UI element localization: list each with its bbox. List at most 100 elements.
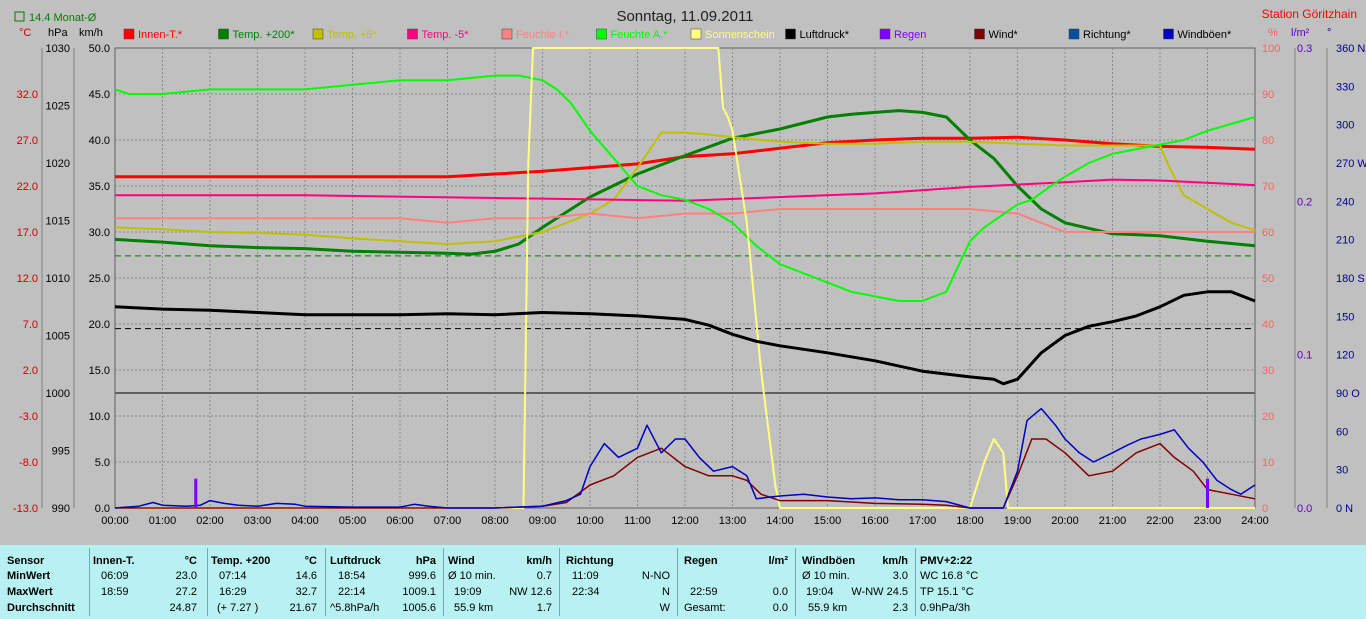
rain-max-time: 22:59 <box>690 586 718 598</box>
legend-label: Windböen* <box>1178 29 1233 41</box>
wind-avg-value: 1.7 <box>536 602 552 614</box>
wind_kmh-tick-label: 10.0 <box>89 411 110 423</box>
direction-avg-value: W <box>659 602 670 614</box>
series-sonnenschein <box>115 47 1255 509</box>
x-tick-label: 22:00 <box>1146 515 1174 527</box>
legend-label: Innen-T.* <box>138 29 183 41</box>
rain-header: Regen <box>684 555 718 567</box>
wind-max-value: NW 12.6 <box>509 586 552 598</box>
unit-wind: km/h <box>79 27 103 39</box>
x-tick-label: 10:00 <box>576 515 604 527</box>
temp_c-tick-label: -13.0 <box>13 503 38 515</box>
stats-panel: Sensor MinWert MaxWert Durchschnitt Inne… <box>0 545 1366 619</box>
temp_c-tick-label: 22.0 <box>17 181 38 193</box>
weather-chart: 00:00 01:00 02:00 03:00 04:00 05:00 06:00 07:00… <box>12 7 1366 527</box>
pressure-min-time: 18:54 <box>338 570 366 582</box>
series-feuchte-i <box>115 208 1255 233</box>
innen-avg-value: 24.87 <box>169 602 197 614</box>
legend-swatch <box>596 28 607 40</box>
data-series <box>114 47 1256 509</box>
direction_deg-tick-label: 210 <box>1336 235 1354 247</box>
pressure_hpa-tick-label: 990 <box>52 503 70 515</box>
legend-swatch <box>218 28 229 40</box>
temp200-max-value: 32.7 <box>295 586 317 598</box>
legend-swatch <box>407 28 418 40</box>
x-tick-label: 09:00 <box>529 515 557 527</box>
gusts-avg-value: 2.3 <box>892 602 908 614</box>
wind-min-label: Ø 10 min. <box>448 570 496 582</box>
pressure_hpa-tick-label: 1005 <box>46 331 70 343</box>
wind-unit: km/h <box>526 555 552 567</box>
gusts-max-value: W-NW 24.5 <box>851 586 908 598</box>
wind_kmh-tick-label: 40.0 <box>89 135 110 147</box>
gusts-max-time: 19:04 <box>806 586 834 598</box>
direction_deg-tick-label: 270 W <box>1336 158 1366 170</box>
legend-label: Feuchte A.* <box>611 29 669 41</box>
x-tick-label: 13:00 <box>719 515 747 527</box>
series-windb-en <box>114 407 1256 509</box>
x-tick-label: 12:00 <box>671 515 699 527</box>
direction_deg-tick-label: 150 <box>1336 311 1354 323</box>
x-tick-label: 20:00 <box>1051 515 1079 527</box>
innen-header: Innen-T. <box>93 555 135 567</box>
pressure-unit: hPa <box>415 555 436 567</box>
station-name: Station Göritzhain <box>1262 7 1357 21</box>
x-tick-label: 08:00 <box>481 515 509 527</box>
direction-min-value: N-NO <box>641 570 670 582</box>
legend-label: Temp. -5* <box>422 29 470 41</box>
series-temp-5 <box>115 178 1256 202</box>
pmv-line-3: 0.9hPa/3h <box>920 602 971 614</box>
direction_deg-tick-label: 330 <box>1336 81 1354 93</box>
wind_kmh-tick-label: 35.0 <box>89 181 110 193</box>
wind_kmh-tick-label: 45.0 <box>89 89 110 101</box>
direction_deg-tick-label: 240 <box>1336 196 1354 208</box>
gusts-avg-label: 55.9 km <box>808 602 848 614</box>
wind-header: Wind <box>448 555 475 567</box>
pressure_hpa-tick-label: 1025 <box>46 101 70 113</box>
temp200-avg-label: (+ 7.27 ) <box>217 602 259 614</box>
innen-min-time: 06:09 <box>101 570 129 582</box>
innen-unit: °C <box>184 555 197 567</box>
rain-unit: l/m² <box>768 555 788 567</box>
x-tick-label: 06:00 <box>386 515 414 527</box>
stats-min-label: MinWert <box>7 570 51 582</box>
direction-min-time: 11:09 <box>572 570 599 582</box>
direction-max-time: 22:34 <box>572 586 600 598</box>
direction-max-value: N <box>662 586 670 598</box>
temp200-avg-value: 21.67 <box>289 602 317 614</box>
pressure_hpa-tick-label: 1030 <box>46 43 70 55</box>
direction_deg-tick-label: 60 <box>1336 426 1348 438</box>
humidity_pct-tick-label: 90 <box>1262 89 1274 101</box>
legend-swatch <box>501 28 513 40</box>
temp_c-tick-label: 12.0 <box>17 273 38 285</box>
humidity_pct-tick-label: 100 <box>1262 43 1280 55</box>
wind_kmh-tick-label: 50.0 <box>89 43 110 55</box>
x-tick-label: 02:00 <box>196 515 224 527</box>
series-feuchte-a <box>114 74 1256 302</box>
stats-avg-label: Durchschnitt <box>7 602 75 614</box>
series-innen-t <box>115 135 1256 179</box>
legend-swatch <box>1163 28 1174 40</box>
temp_c-tick-label: 27.0 <box>17 135 38 147</box>
unit-humidity: % <box>1268 27 1278 39</box>
gusts-min-value: 3.0 <box>892 570 908 582</box>
x-tick-label: 05:00 <box>339 515 367 527</box>
humidity_pct-tick-label: 80 <box>1262 135 1274 147</box>
rain_lm2-tick-label: 0.2 <box>1297 196 1312 208</box>
direction_deg-tick-label: 0 N <box>1336 503 1353 515</box>
temp_c-tick-label: 7.0 <box>23 319 38 331</box>
pressure-header: Luftdruck <box>330 555 381 567</box>
pressure-max-time: 22:14 <box>338 586 366 598</box>
series-luftdruck <box>114 290 1256 386</box>
x-tick-label: 24:00 <box>1241 515 1269 527</box>
unit-rain: l/m² <box>1291 27 1310 39</box>
wind-max-time: 19:09 <box>454 586 482 598</box>
temp200-max-time: 16:29 <box>219 586 247 598</box>
legend-label: Sonnenschein <box>705 29 775 41</box>
rain-total-value: 0.0 <box>772 602 788 614</box>
legend-swatch <box>785 28 796 40</box>
legend-label: Richtung* <box>1083 29 1131 41</box>
unit-pressure: hPa <box>48 27 68 39</box>
x-tick-label: 01:00 <box>149 515 177 527</box>
innen-max-time: 18:59 <box>101 586 129 598</box>
